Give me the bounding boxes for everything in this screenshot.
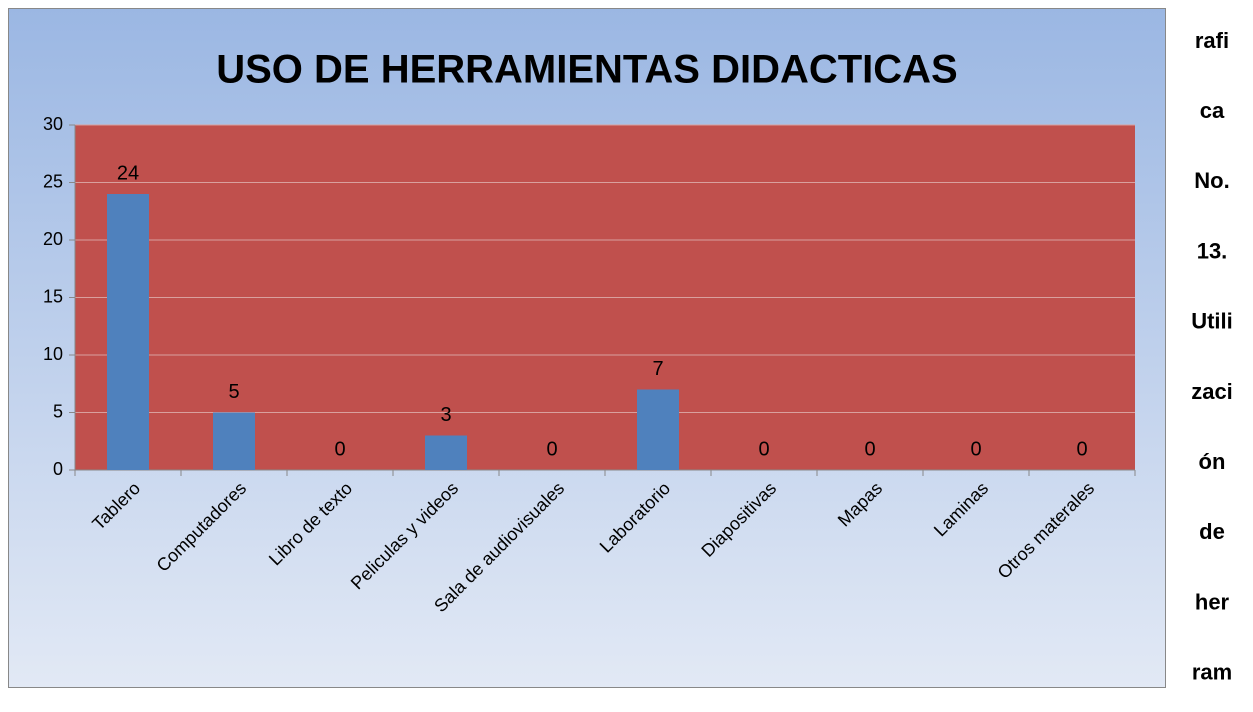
- side-text: No.: [1194, 168, 1229, 193]
- bar: [107, 194, 149, 470]
- side-text: 13.: [1197, 238, 1228, 263]
- chart-title: USO DE HERRAMIENTAS DIDACTICAS: [216, 48, 958, 92]
- side-text: de: [1199, 519, 1225, 544]
- data-label: 0: [1076, 438, 1087, 460]
- y-tick-label: 30: [43, 114, 63, 134]
- data-label: 3: [440, 404, 451, 426]
- data-label: 0: [970, 438, 981, 460]
- y-tick-label: 20: [43, 229, 63, 249]
- bar: [425, 435, 467, 470]
- side-text: zaci: [1191, 379, 1233, 404]
- bar: [637, 389, 679, 470]
- y-tick-label: 15: [43, 286, 63, 306]
- data-label: 24: [117, 162, 139, 184]
- data-label: 7: [652, 358, 663, 380]
- data-label: 0: [864, 438, 875, 460]
- y-tick-label: 10: [43, 344, 63, 364]
- side-text: ón: [1199, 449, 1226, 474]
- data-label: 0: [758, 438, 769, 460]
- side-text: her: [1195, 589, 1230, 614]
- data-label: 5: [228, 381, 239, 403]
- side-text: Utili: [1191, 309, 1233, 334]
- y-tick-label: 0: [53, 459, 63, 479]
- side-text: ca: [1200, 98, 1225, 123]
- bar: [213, 412, 255, 470]
- y-tick-label: 25: [43, 171, 63, 191]
- data-label: 0: [546, 438, 557, 460]
- side-text: rafi: [1195, 28, 1229, 53]
- side-text: ram: [1192, 660, 1232, 685]
- data-label: 0: [334, 438, 345, 460]
- y-tick-label: 5: [53, 401, 63, 421]
